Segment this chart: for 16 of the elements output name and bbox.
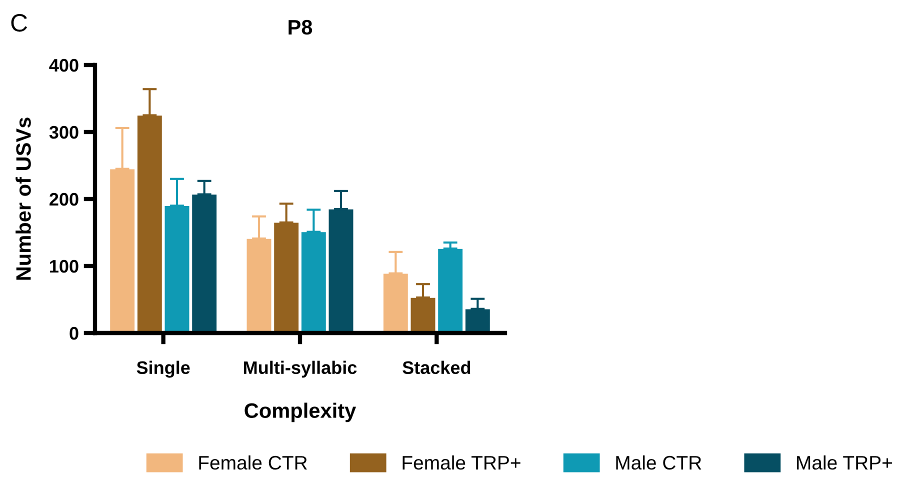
legend-label: Female CTR <box>199 455 307 470</box>
y-tick-label: 400 <box>49 58 78 72</box>
y-axis-title: Number of USVs <box>16 118 31 280</box>
chart-title: P8 <box>288 20 312 35</box>
y-tick-label: 100 <box>50 260 78 273</box>
text: C <box>11 14 28 32</box>
legend-label: Male TRP+ <box>797 455 892 470</box>
y-tick-label: 300 <box>49 126 78 139</box>
x-axis-title: Complexity <box>244 402 356 422</box>
x-tick-label: Multi-syllabic <box>244 360 357 378</box>
x-tick-label: Stacked <box>402 360 470 374</box>
legend-label: Female TRP+ <box>402 455 520 470</box>
x-tick-label: Single <box>136 360 190 378</box>
y-tick-label: 0 <box>70 326 78 340</box>
legend-label: Male CTR <box>616 455 702 470</box>
y-tick-label: 200 <box>50 192 78 206</box>
